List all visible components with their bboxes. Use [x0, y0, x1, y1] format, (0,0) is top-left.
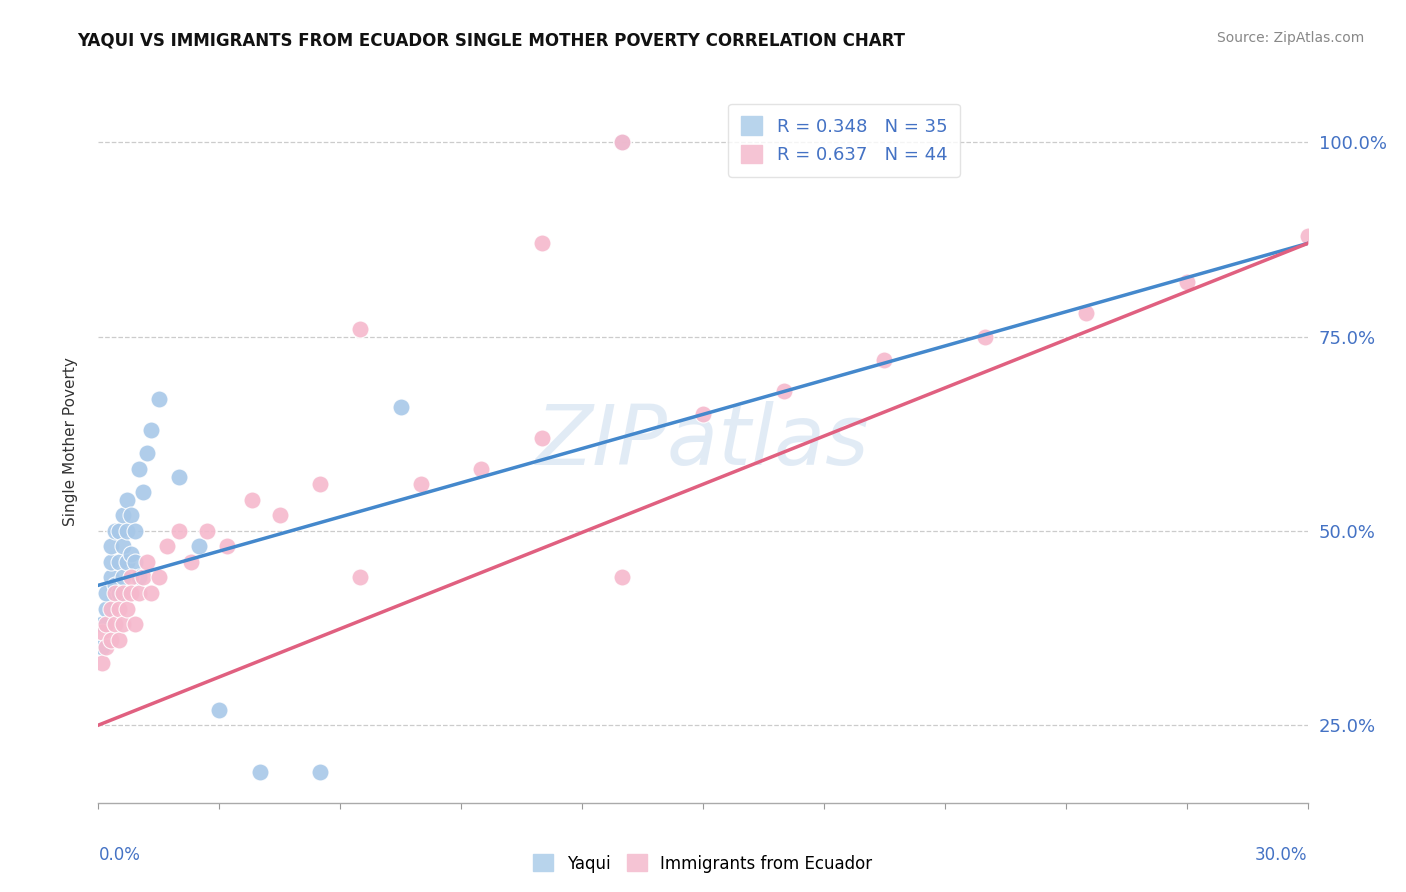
Point: [111, 586, 134, 600]
Point: [612, 136, 634, 150]
Point: [195, 524, 218, 538]
Point: [349, 322, 371, 336]
Point: [111, 617, 134, 632]
Point: [100, 601, 122, 615]
Point: [103, 524, 125, 538]
Point: [107, 601, 129, 615]
Legend: R = 0.348   N = 35, R = 0.637   N = 44: R = 0.348 N = 35, R = 0.637 N = 44: [728, 103, 960, 177]
Point: [240, 492, 263, 507]
Point: [132, 485, 155, 500]
Point: [107, 586, 129, 600]
Point: [132, 570, 155, 584]
Point: [111, 540, 134, 554]
Point: [772, 384, 794, 398]
Point: [96, 617, 118, 632]
Point: [103, 578, 125, 592]
Point: [470, 461, 492, 475]
Point: [409, 477, 432, 491]
Point: [188, 540, 211, 554]
Text: Source: ZipAtlas.com: Source: ZipAtlas.com: [1216, 31, 1364, 45]
Point: [91, 656, 114, 670]
Point: [103, 586, 125, 600]
Point: [103, 617, 125, 632]
Point: [100, 632, 122, 647]
Point: [100, 570, 122, 584]
Point: [269, 508, 291, 523]
Point: [309, 477, 332, 491]
Point: [100, 555, 122, 569]
Point: [107, 632, 129, 647]
Y-axis label: Single Mother Poverty: Single Mother Poverty: [63, 357, 77, 526]
Point: [180, 555, 202, 569]
Point: [135, 555, 157, 569]
Text: YAQUI VS IMMIGRANTS FROM ECUADOR SINGLE MOTHER POVERTY CORRELATION CHART: YAQUI VS IMMIGRANTS FROM ECUADOR SINGLE …: [77, 31, 905, 49]
Point: [115, 524, 138, 538]
Point: [120, 570, 142, 584]
Point: [1296, 228, 1319, 243]
Point: [208, 702, 231, 716]
Point: [107, 555, 129, 569]
Point: [349, 570, 371, 584]
Point: [148, 392, 170, 406]
Point: [530, 236, 553, 251]
Point: [124, 524, 146, 538]
Point: [249, 764, 271, 779]
Point: [91, 617, 114, 632]
Point: [139, 423, 162, 437]
Text: 30.0%: 30.0%: [1256, 847, 1308, 864]
Point: [1175, 275, 1198, 289]
Point: [873, 353, 896, 368]
Point: [115, 601, 138, 615]
Point: [124, 555, 146, 569]
Point: [692, 408, 714, 422]
Point: [389, 400, 412, 414]
Point: [120, 508, 142, 523]
Point: [107, 524, 129, 538]
Point: [139, 586, 162, 600]
Point: [530, 431, 553, 445]
Point: [135, 446, 157, 460]
Point: [974, 329, 997, 343]
Point: [148, 570, 170, 584]
Point: [115, 492, 138, 507]
Text: 0.0%: 0.0%: [98, 847, 141, 864]
Point: [309, 764, 332, 779]
Point: [120, 547, 142, 561]
Point: [120, 586, 142, 600]
Point: [111, 508, 134, 523]
Point: [100, 540, 122, 554]
Point: [128, 570, 150, 584]
Point: [115, 555, 138, 569]
Point: [156, 540, 179, 554]
Point: [96, 640, 118, 655]
Point: [1074, 306, 1097, 320]
Point: [167, 469, 190, 483]
Point: [111, 570, 134, 584]
Point: [128, 461, 150, 475]
Legend: Yaqui, Immigrants from Ecuador: Yaqui, Immigrants from Ecuador: [527, 847, 879, 880]
Point: [96, 586, 118, 600]
Text: ZIPatlas: ZIPatlas: [536, 401, 870, 482]
Point: [612, 136, 634, 150]
Point: [124, 617, 146, 632]
Point: [612, 570, 634, 584]
Point: [91, 640, 114, 655]
Point: [217, 540, 239, 554]
Point: [91, 624, 114, 639]
Point: [128, 586, 150, 600]
Point: [167, 524, 190, 538]
Point: [96, 601, 118, 615]
